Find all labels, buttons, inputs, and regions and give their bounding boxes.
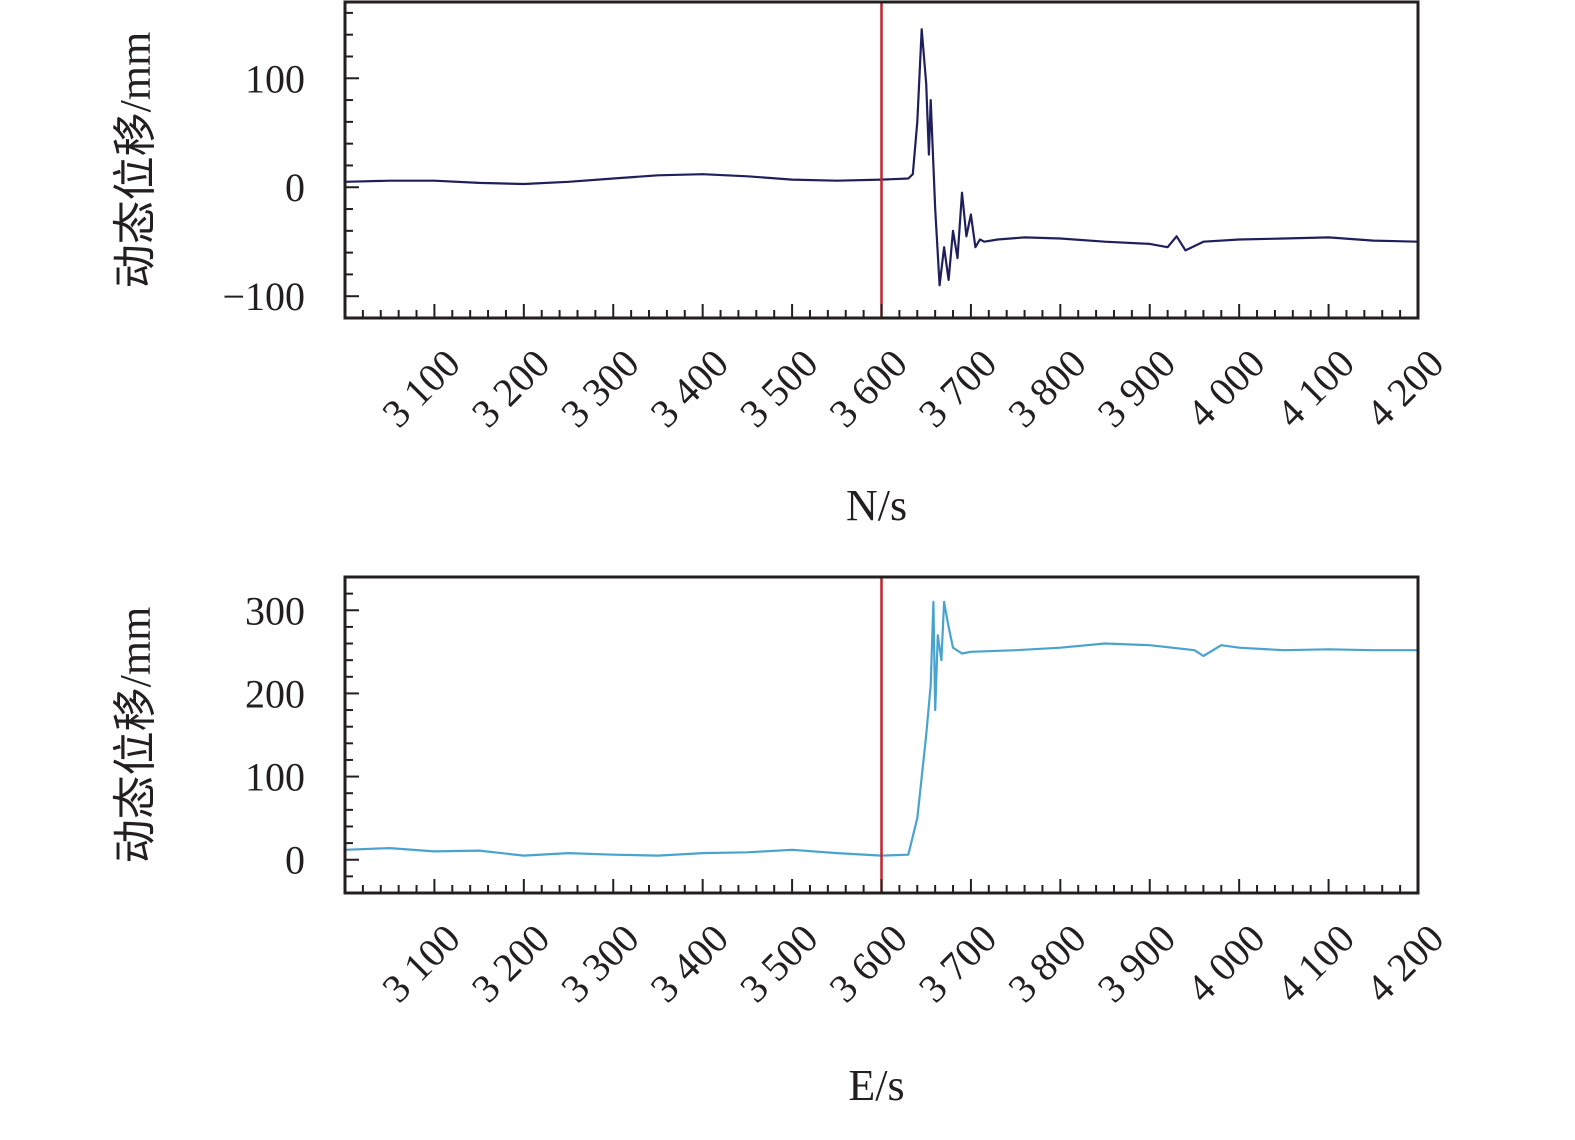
x-tick-label: 3 900: [1089, 341, 1184, 436]
y-tick-label: 100: [245, 56, 305, 101]
x-tick-label: 4 000: [1178, 341, 1273, 436]
x-tick-label: 3 100: [373, 916, 468, 1011]
series-line-1: [344, 28, 1419, 287]
x-tick-label: 3 600: [820, 916, 915, 1011]
x-tick-label: 3 300: [552, 341, 647, 436]
y-tick-label: 300: [245, 588, 305, 633]
x-tick-label: 3 500: [731, 341, 826, 436]
x-tick-label: 3 500: [731, 916, 826, 1011]
x-tick-label: 3 200: [463, 341, 558, 436]
y-tick-label: 0: [285, 165, 305, 210]
x-tick-label: 4 000: [1178, 916, 1273, 1011]
x-tick-label: 3 900: [1089, 916, 1184, 1011]
y-axis-title: 动态位移/mm: [111, 32, 160, 289]
x-tick-label: 4 100: [1267, 341, 1362, 436]
x-tick-label: 3 700: [910, 341, 1005, 436]
series-line-1: [344, 600, 1418, 857]
x-tick-label: 3 800: [999, 341, 1094, 436]
x-tick-label: 3 800: [999, 916, 1094, 1011]
y-tick-label: −100: [222, 274, 305, 319]
x-tick-label: 3 600: [820, 341, 915, 436]
x-tick-label: 3 200: [463, 916, 558, 1011]
x-tick-label: 3 400: [642, 916, 737, 1011]
y-tick-label: 100: [245, 755, 305, 800]
x-tick-label: 4 100: [1267, 916, 1362, 1011]
x-tick-label: 4 200: [1357, 916, 1452, 1011]
x-tick-label: 3 100: [373, 341, 468, 436]
y-tick-label: 0: [285, 838, 305, 883]
x-tick-label: 3 700: [910, 916, 1005, 1011]
x-tick-label: 3 300: [552, 916, 647, 1011]
y-tick-label: 200: [245, 671, 305, 716]
x-tick-label: 4 200: [1357, 341, 1452, 436]
x-tick-label: 3 400: [642, 341, 737, 436]
y-axis-title: 动态位移/mm: [111, 607, 160, 864]
x-axis-title: E/s: [848, 1061, 904, 1110]
x-axis-title: N/s: [846, 481, 907, 530]
